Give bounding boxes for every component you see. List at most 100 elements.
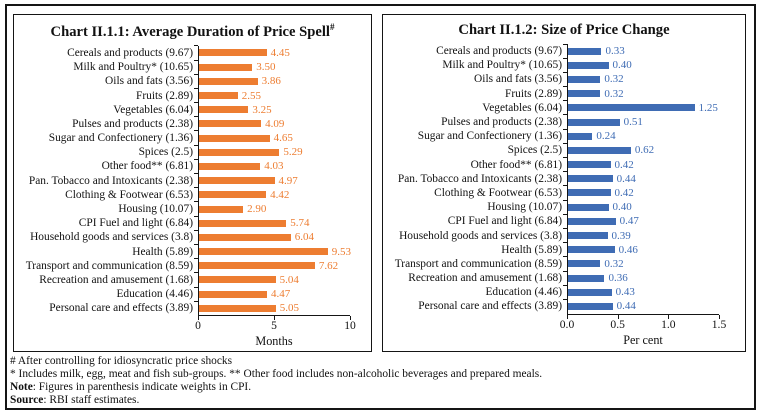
bar (568, 118, 620, 126)
chart-row: Education (4.46) 0.43 (383, 284, 745, 300)
bar (199, 177, 275, 185)
bar-cell: 0.39 (562, 227, 720, 243)
bar (568, 302, 613, 310)
value-label: 3.25 (252, 103, 272, 116)
value-label: 1.25 (698, 101, 718, 114)
bar-cell: 5.05 (193, 300, 351, 316)
category-label: Health (5.89) (501, 243, 562, 256)
value-label: 0.24 (596, 130, 616, 143)
bar (199, 106, 249, 114)
value-label: 3.86 (261, 75, 281, 88)
footnote-hash: # After controlling for idiosyncratic pr… (10, 355, 233, 367)
chart-size-plot-area: Cereals and products (9.67) 0.33 Milk and … (383, 43, 745, 314)
bar (568, 217, 616, 225)
chart-row: Clothing & Footwear (6.53) 4.42 (14, 187, 371, 202)
value-label: 0.43 (615, 286, 635, 299)
chart-row: Transport and communication (8.59) 7.62 (14, 258, 371, 273)
x-axis-tick-label: 0.5 (610, 317, 625, 331)
bar-cell: 4.65 (193, 130, 351, 146)
x-axis-tick (567, 314, 568, 319)
bar-cell: 4.45 (193, 45, 351, 61)
chart-row: Other food** (6.81) 0.42 (383, 156, 745, 172)
chart-row: Spices (2.5) 0.62 (383, 142, 745, 158)
x-axis-tick (350, 316, 351, 321)
x-axis-tick (719, 314, 720, 319)
value-label: 0.33 (605, 45, 625, 58)
category-label: Sugar and Confectionery (1.36) (417, 130, 562, 143)
chart-duration-x-axis: 0 5 10 (195, 315, 356, 333)
category-label: Household goods and services (3.8) (399, 229, 562, 242)
category-label: Sugar and Confectionery (1.36) (48, 132, 193, 145)
bar (568, 146, 631, 154)
bar-cell: 2.90 (193, 201, 351, 217)
chart-duration-title-superscript: # (329, 22, 335, 32)
category-label: Housing (10.07) (487, 201, 562, 214)
footnote-source-label: Source (10, 394, 44, 406)
value-label: 4.65 (273, 132, 293, 145)
bar (199, 148, 280, 156)
bar-cell: 9.53 (193, 243, 351, 259)
category-label: Vegetables (6.04) (113, 103, 193, 116)
bar (199, 290, 267, 298)
chart-duration-title-text: Chart II.1.1: Average Duration of Price … (50, 23, 330, 40)
chart-duration-title: Chart II.1.1: Average Duration of Price … (14, 22, 371, 41)
value-label: 0.40 (612, 201, 632, 214)
value-label: 0.62 (634, 144, 655, 157)
chart-row: Milk and Poultry* (10.65) 0.40 (383, 57, 745, 73)
value-label: 3.50 (256, 61, 276, 74)
chart-row: Household goods and services (3.8) 0.39 (383, 227, 745, 243)
chart-row: Cereals and products (9.67) 0.33 (383, 43, 745, 59)
bar (568, 104, 695, 112)
category-label: Personal care and effects (3.89) (418, 300, 562, 313)
bar-cell: 0.24 (562, 128, 720, 144)
bar-cell: 0.47 (562, 213, 720, 229)
bar (199, 233, 291, 241)
value-label: 0.44 (616, 300, 636, 313)
chart-size-title: Chart II.1.2: Size of Price Change (383, 22, 745, 39)
chart-row: Personal care and effects (3.89) 5.05 (14, 300, 371, 316)
chart-size-x-axis-title: Per cent (623, 332, 663, 347)
value-label: 0.36 (608, 272, 628, 285)
bar (199, 262, 315, 270)
bar-cell: 0.32 (562, 86, 720, 101)
bar (568, 61, 609, 69)
x-axis-tick-label: 0 (195, 319, 201, 333)
value-label: 2.90 (247, 203, 267, 216)
chart-row: Clothing & Footwear (6.53) 0.42 (383, 185, 745, 201)
chart-row: Personal care and effects (3.89) 0.44 (383, 298, 745, 314)
chart-row: Health (5.89) 0.46 (383, 242, 745, 257)
value-label: 0.32 (604, 73, 624, 86)
category-label: Oils and fats (3.56) (105, 75, 193, 88)
bar-cell: 7.62 (193, 258, 351, 273)
x-axis-tick-label: 1.5 (711, 317, 727, 331)
bar-cell: 0.32 (562, 71, 720, 87)
bar (199, 134, 270, 142)
value-label: 4.97 (278, 174, 298, 187)
category-label: Other food** (6.81) (470, 158, 562, 171)
bar-cell: 0.36 (562, 270, 720, 286)
x-axis-tick (274, 316, 275, 321)
chart-size-panel: Chart II.1.2: Size of Price Change Cerea… (382, 14, 746, 352)
category-label: Pulses and products (2.38) (72, 117, 193, 130)
chart-row: Health (5.89) 9.53 (14, 243, 371, 259)
bar-cell: 0.44 (562, 171, 720, 186)
bar (199, 219, 287, 227)
bar (568, 189, 611, 197)
footnote-note-label: Note (10, 381, 33, 393)
category-label: Education (4.46) (116, 288, 193, 301)
value-label: 0.32 (604, 87, 624, 100)
category-label: Household goods and services (3.8) (30, 231, 193, 244)
value-label: 0.42 (614, 186, 634, 199)
bar-cell: 0.51 (562, 114, 720, 130)
bar-cell: 4.03 (193, 158, 351, 174)
value-label: 4.45 (270, 46, 290, 59)
x-axis-tick (198, 316, 199, 321)
chart-row: Cereals and products (9.67) 4.45 (14, 45, 371, 61)
x-axis-tick (668, 314, 670, 319)
bar-cell: 4.47 (193, 286, 351, 302)
bar-cell: 6.04 (193, 229, 351, 245)
value-label: 4.09 (265, 117, 285, 130)
bar-cell: 0.42 (562, 156, 720, 172)
chart-row: Recreation and amusement (1.68) 5.04 (14, 272, 371, 288)
